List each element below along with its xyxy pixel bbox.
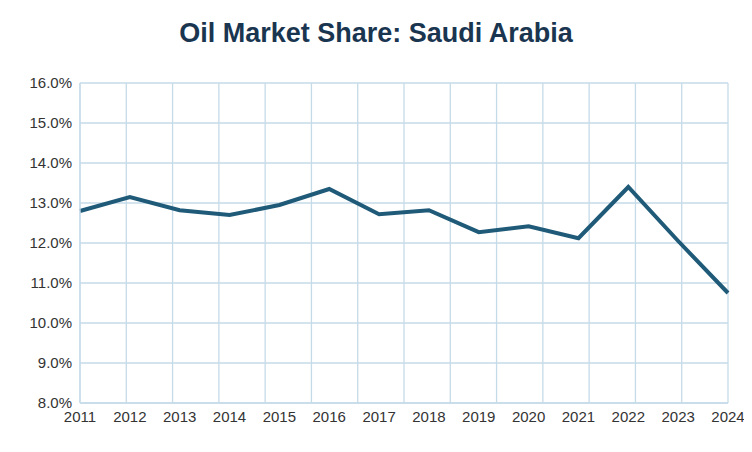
svg-text:2015: 2015: [263, 408, 296, 425]
svg-text:2016: 2016: [313, 408, 346, 425]
svg-text:15.0%: 15.0%: [29, 114, 72, 131]
svg-text:8.0%: 8.0%: [38, 394, 72, 411]
svg-text:9.0%: 9.0%: [38, 354, 72, 371]
html-text:Oil Market Share: Saudi Arabia: Oil Market Share: Saudi Arabia: [179, 18, 573, 48]
svg-text:10.0%: 10.0%: [29, 314, 72, 331]
svg-text:2021: 2021: [562, 408, 595, 425]
svg-text:2020: 2020: [512, 408, 545, 425]
svg-text:2017: 2017: [362, 408, 395, 425]
svg-text:12.0%: 12.0%: [29, 234, 72, 251]
svg-text:16.0%: 16.0%: [29, 74, 72, 91]
svg-text:14.0%: 14.0%: [29, 154, 72, 171]
svg-text:2023: 2023: [661, 408, 694, 425]
svg-text:2019: 2019: [462, 408, 495, 425]
svg-text:13.0%: 13.0%: [29, 194, 72, 211]
svg-text:2018: 2018: [412, 408, 445, 425]
svg-text:2024: 2024: [711, 408, 744, 425]
svg-text:2022: 2022: [612, 408, 645, 425]
svg-text:11.0%: 11.0%: [31, 274, 72, 291]
svg-text:2012: 2012: [113, 408, 146, 425]
svg-text:2013: 2013: [163, 408, 196, 425]
svg-text:2014: 2014: [213, 408, 246, 425]
svg-text:2011: 2011: [63, 407, 97, 425]
